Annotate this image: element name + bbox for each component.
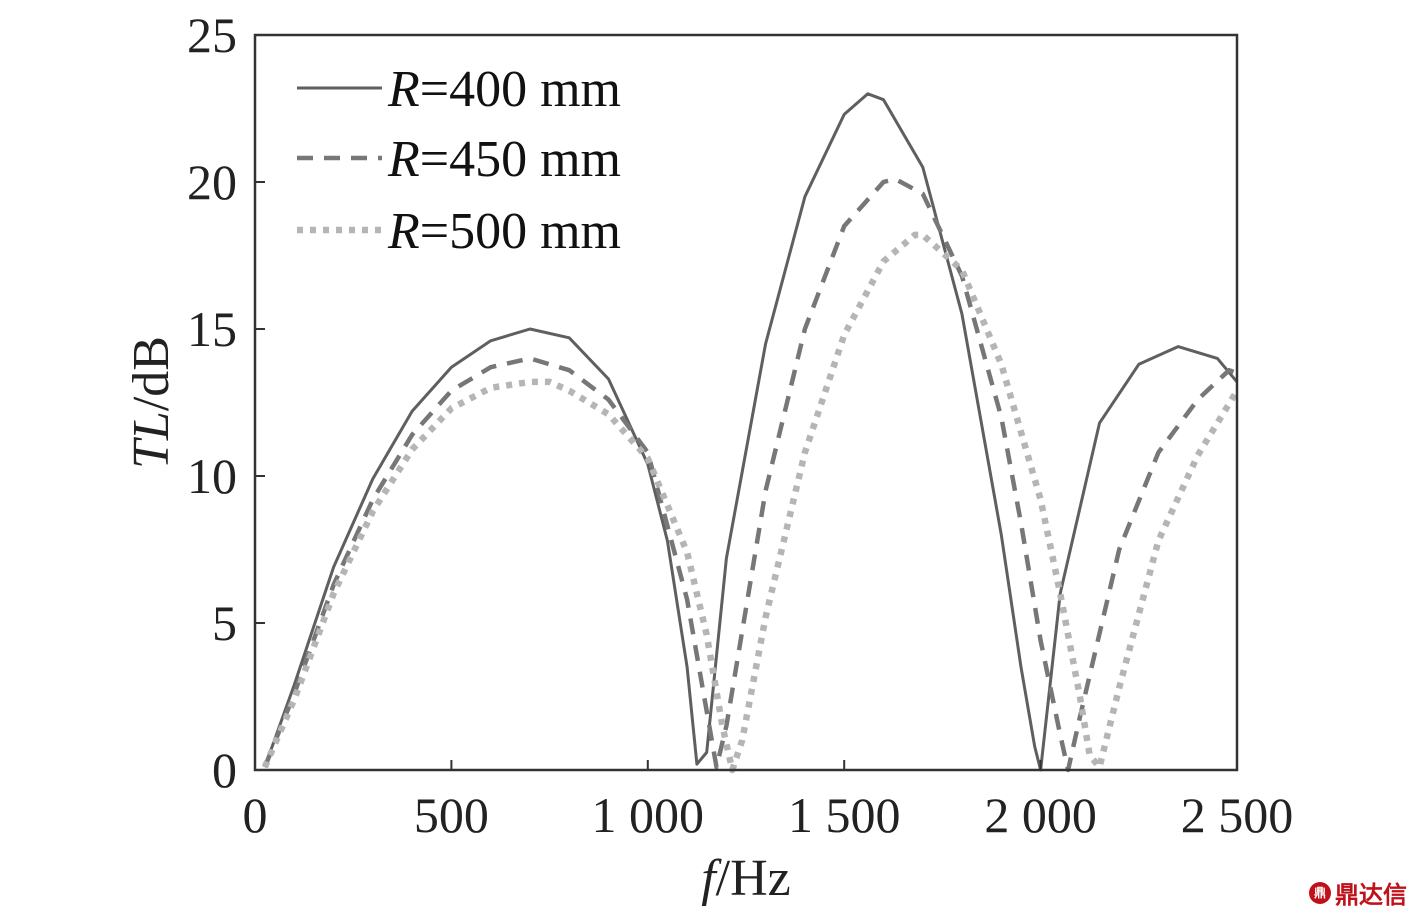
x-axis-label: f/Hz [701, 850, 791, 907]
legend-label-1: R=400 mm [387, 61, 621, 118]
x-tick-label: 1 500 [788, 787, 901, 843]
legend-label-3: R=500 mm [387, 203, 621, 260]
y-tick-label: 25 [187, 7, 237, 63]
legend-label-value: =400 mm [420, 61, 621, 118]
legend: R=400 mmR=450 mmR=500 mm [297, 61, 621, 260]
legend-label-symbol: R [387, 61, 420, 118]
watermark-text: 鼎达信 [1335, 881, 1407, 909]
axes-frame [253, 33, 1239, 772]
ticks-layer: 0 500 1 000 1 500 2 000 2 500 0 5 10 15 20 25 [187, 7, 1293, 843]
y-tick-label: 20 [187, 154, 237, 210]
y-axis-label: TL/dB [123, 336, 180, 469]
watermark-logo: 鼎 鼎达信 [1309, 875, 1407, 910]
legend-label-symbol: R [387, 131, 420, 188]
y-tick-label: 5 [212, 595, 237, 651]
x-tick-label: 2 000 [984, 787, 1097, 843]
y-axis-label-unit: /dB [123, 336, 180, 411]
series-line-3 [261, 231, 1240, 774]
x-axis-label-unit: /Hz [716, 850, 791, 907]
x-tick-label: 1 000 [592, 787, 705, 843]
x-tick-label: 2 500 [1181, 787, 1294, 843]
series-line-2 [262, 176, 1238, 773]
legend-label-value: =450 mm [420, 131, 621, 188]
series-line-1 [263, 92, 1239, 772]
x-tick-label: 0 [243, 787, 268, 843]
y-tick-label: 15 [187, 301, 237, 357]
x-tick-label: 500 [414, 787, 489, 843]
legend-label-value: =500 mm [420, 203, 621, 260]
legend-label-symbol: R [387, 203, 420, 260]
legend-label-2: R=450 mm [387, 131, 621, 188]
y-tick-label: 0 [212, 742, 237, 798]
watermark-seal-icon: 鼎 [1309, 881, 1331, 904]
y-axis-label-symbol: TL [123, 411, 180, 469]
series-layer [261, 92, 1240, 774]
y-tick-label: 10 [187, 448, 237, 504]
